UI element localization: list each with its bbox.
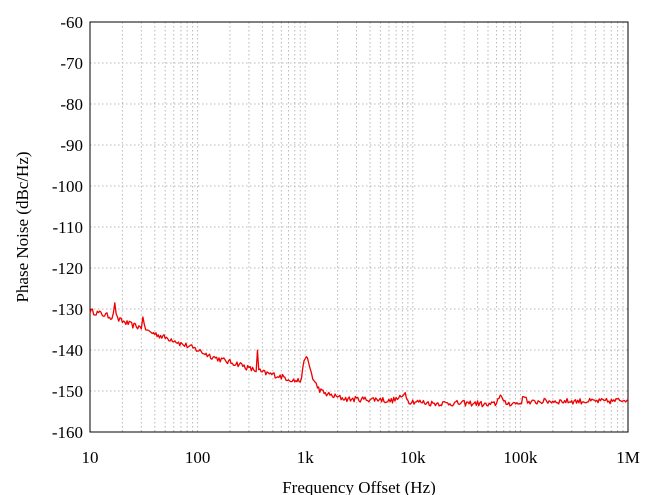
x-tick-label: 10k [400, 448, 426, 467]
series-line-0 [89, 302, 629, 408]
x-tick-label: 1M [616, 448, 640, 467]
y-tick-label: -160 [52, 423, 83, 442]
y-axis-title: Phase Noise (dBc/Hz) [13, 151, 32, 302]
y-tick-labels: -160 -150 -140 -130 -120 -110 -100 -90 -80 -70 -60 [52, 13, 83, 442]
x-tick-label: 100k [503, 448, 538, 467]
plot-area-frame [89, 21, 629, 433]
grid-lines [90, 22, 628, 432]
x-tick-label: 10 [82, 448, 99, 467]
y-tick-label: -110 [52, 218, 83, 237]
y-tick-label: -120 [52, 259, 83, 278]
y-tick-label: -140 [52, 341, 83, 360]
y-tick-label: -80 [60, 95, 83, 114]
x-tick-label: 100 [185, 448, 211, 467]
y-tick-label: -130 [52, 300, 83, 319]
y-tick-label: -70 [60, 54, 83, 73]
y-tick-label: -150 [52, 382, 83, 401]
x-tick-labels: 10 100 1k 10k 100k 1M [82, 448, 640, 467]
x-axis-title: Frequency Offset (Hz) [282, 478, 436, 495]
y-tick-label: -100 [52, 177, 83, 196]
y-tick-label: -90 [60, 136, 83, 155]
y-tick-label: -60 [60, 13, 83, 32]
x-tick-label: 1k [297, 448, 315, 467]
series-layer [89, 302, 629, 408]
